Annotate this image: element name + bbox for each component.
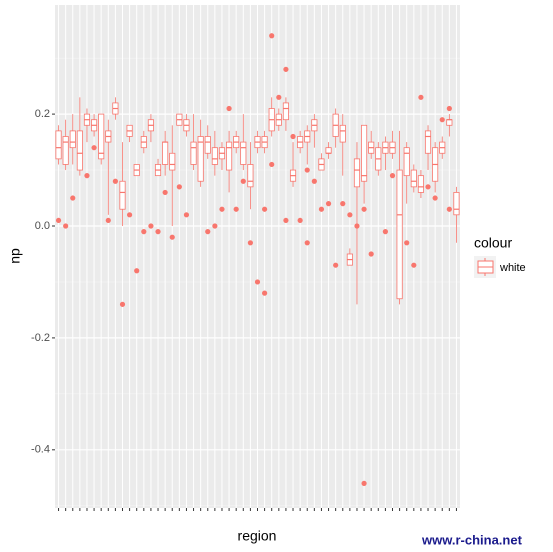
outlier (382, 229, 388, 235)
box (403, 147, 410, 177)
legend-label: white (499, 262, 526, 274)
y-tick-label: 0.2 (35, 108, 50, 120)
outlier (233, 206, 239, 212)
box (240, 141, 247, 165)
marks (55, 33, 460, 486)
box (325, 147, 332, 154)
outlier (55, 217, 62, 224)
box (247, 164, 254, 188)
box (190, 141, 197, 165)
outlier (290, 133, 296, 140)
outlier (446, 206, 452, 212)
outlier (112, 178, 118, 184)
outlier (347, 212, 353, 218)
outlier (148, 223, 154, 229)
outlier (368, 251, 374, 257)
outlier (411, 262, 417, 268)
outlier (262, 290, 268, 296)
box (162, 141, 169, 165)
box (226, 141, 233, 171)
outlier (70, 195, 76, 201)
box (396, 169, 403, 300)
box (62, 136, 69, 165)
outlier (219, 206, 225, 212)
outlier (141, 229, 147, 235)
y-tick-label: -0.4 (31, 444, 50, 456)
outlier (446, 105, 452, 112)
box (204, 136, 211, 154)
outlier (254, 279, 261, 285)
outlier (105, 217, 111, 224)
outlier (425, 184, 431, 190)
outlier (205, 229, 211, 235)
outlier (262, 206, 268, 212)
box (119, 180, 126, 210)
x-axis-label: region (238, 528, 277, 544)
outlier (340, 201, 346, 207)
box (69, 130, 76, 149)
outlier (361, 206, 367, 212)
box (410, 169, 417, 188)
outlier (91, 145, 97, 151)
outlier (212, 223, 218, 229)
outlier (361, 480, 367, 486)
outlier (333, 262, 339, 268)
outlier (418, 94, 424, 100)
outlier (84, 173, 90, 179)
outlier (304, 240, 310, 246)
y-axis-label: np (7, 248, 23, 264)
outlier (169, 234, 175, 240)
outlier (119, 301, 126, 307)
box (76, 130, 83, 171)
outlier (439, 117, 445, 123)
outlier (304, 167, 310, 173)
outlier (276, 94, 282, 100)
outlier (176, 184, 182, 190)
box (211, 147, 218, 165)
outlier (325, 201, 332, 207)
outlier (354, 223, 360, 229)
legend-title: colour (474, 235, 512, 251)
outlier (283, 66, 289, 72)
box (197, 136, 204, 182)
box (446, 119, 453, 126)
box (361, 124, 368, 182)
outlier (311, 178, 317, 184)
box (453, 192, 460, 216)
outlier (283, 217, 289, 224)
outlier (269, 161, 275, 168)
outlier (318, 206, 325, 212)
outlier (63, 223, 69, 229)
outlier (134, 268, 140, 274)
box (353, 158, 361, 188)
outlier (389, 173, 396, 179)
box (424, 130, 432, 154)
box (169, 152, 176, 171)
y-tick-label: -0.2 (31, 332, 50, 344)
box (282, 102, 289, 121)
outlier (226, 105, 232, 112)
outlier (155, 229, 161, 235)
outlier (269, 33, 275, 39)
box (55, 130, 62, 160)
outlier (432, 195, 438, 201)
y-tick-label: 0.0 (35, 220, 50, 232)
outlier (240, 178, 246, 184)
outlier (297, 217, 303, 224)
outlier (404, 240, 410, 246)
outlier (247, 240, 253, 246)
box (98, 113, 105, 160)
outlier (162, 189, 168, 196)
box (339, 124, 346, 143)
watermark: www.r-china.net (421, 532, 523, 547)
grid (55, 5, 460, 508)
box (417, 175, 424, 193)
outlier (127, 212, 133, 218)
outlier (183, 212, 190, 218)
